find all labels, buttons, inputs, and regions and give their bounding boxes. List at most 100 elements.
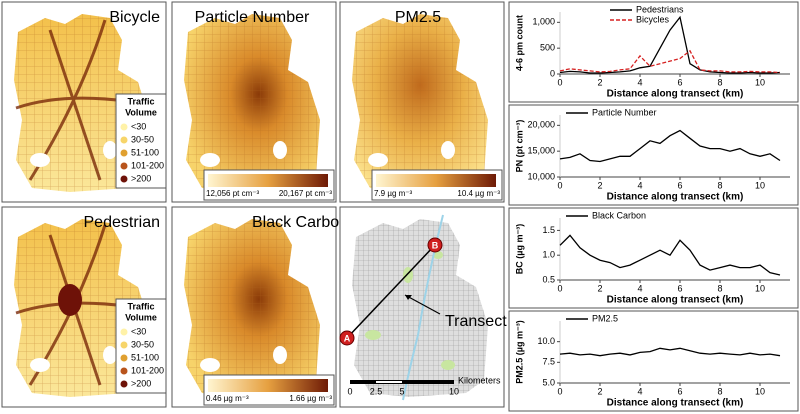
x-tick-label: 4 — [637, 386, 642, 396]
y-tick-label: 15,000 — [527, 146, 555, 156]
park — [441, 141, 455, 159]
y-tick-label: 1.0 — [542, 250, 555, 260]
x-axis-label: Distance along transect (km) — [607, 192, 744, 203]
park — [30, 358, 50, 372]
park — [368, 153, 388, 167]
legend-title: Volume — [125, 312, 157, 322]
legend-swatch — [120, 175, 128, 183]
y-axis-label: 4-6 pm count — [514, 15, 524, 71]
park — [103, 141, 117, 159]
y-axis-label: BC (µg m⁻³) — [514, 224, 524, 274]
y-tick-label: 1,000 — [532, 17, 555, 27]
map-title: Black Carbon — [252, 214, 348, 231]
x-tick-label: 10 — [755, 283, 765, 293]
x-axis-label: Distance along transect (km) — [607, 295, 744, 306]
y-tick-label: 1.5 — [542, 225, 555, 235]
y-tick-label: 7.5 — [542, 357, 555, 367]
x-tick-label: 10 — [755, 386, 765, 396]
scale-tick-label: 0 — [347, 386, 352, 396]
y-axis-label: PM2.5 (µg m⁻³) — [514, 320, 524, 383]
map-title: Particle Number — [195, 9, 310, 26]
scale-tick-label: 2.5 — [370, 386, 383, 396]
scale-tick-label: 5 — [399, 386, 404, 396]
x-tick-label: 2 — [597, 77, 602, 87]
park — [30, 153, 50, 167]
colorbar — [208, 174, 328, 187]
series-line — [559, 234, 781, 276]
y-tick-label: 5.0 — [542, 377, 555, 387]
park — [433, 251, 443, 259]
map-panels: BicycleTrafficVolume<3030-5051-100101-20… — [1, 1, 507, 408]
series-line — [559, 49, 781, 74]
x-tick-label: 8 — [717, 386, 722, 396]
park — [441, 360, 455, 370]
y-tick-label: 0 — [550, 68, 555, 78]
colorbar-max: 1.66 µg m⁻³ — [289, 394, 332, 403]
legend-label: Bicycles — [636, 14, 670, 24]
transect-line — [346, 244, 436, 339]
scale-bar-gap — [376, 381, 402, 383]
chart-panel: 10,000 15,000 20,000 0 2 4 6 8 10 Distance along … — [508, 104, 799, 206]
x-tick-label: 4 — [637, 283, 642, 293]
colorbar-min: 7.9 µg m⁻³ — [374, 189, 413, 198]
legend-swatch — [120, 380, 128, 388]
x-tick-label: 10 — [755, 77, 765, 87]
y-axis-label: PN (pt cm⁻³) — [514, 120, 524, 173]
transect-arrow — [404, 294, 441, 315]
x-tick-label: 4 — [637, 180, 642, 190]
series-line — [559, 129, 781, 163]
legend-swatch — [120, 341, 128, 349]
legend-label: Pedestrians — [636, 4, 684, 14]
legend-title: Traffic — [127, 301, 154, 311]
y-tick-label: 20,000 — [527, 120, 555, 130]
legend-swatch — [120, 162, 128, 170]
x-tick-label: 0 — [557, 77, 562, 87]
park — [200, 153, 220, 167]
x-tick-label: 0 — [557, 283, 562, 293]
colorbar-min: 12,056 pt cm⁻³ — [206, 189, 259, 198]
transect-label: Transect — [445, 313, 507, 330]
x-tick-label: 10 — [755, 180, 765, 190]
park — [200, 358, 220, 372]
legend-swatch — [120, 354, 128, 362]
x-tick-label: 6 — [677, 386, 682, 396]
x-tick-label: 4 — [637, 77, 642, 87]
x-tick-label: 8 — [717, 77, 722, 87]
colorbar — [376, 174, 496, 187]
park — [273, 141, 287, 159]
y-tick-label: 500 — [540, 43, 555, 53]
map-panel: A B Transect Kilometers 0 2.5 5 10 — [339, 206, 507, 408]
legend-label: Black Carbon — [592, 210, 646, 220]
colorbar-min: 0.46 µg m⁻³ — [206, 394, 249, 403]
series-line — [559, 15, 781, 74]
x-tick-label: 2 — [597, 180, 602, 190]
arrow-head — [405, 295, 412, 300]
map-title: PM2.5 — [395, 9, 441, 26]
panel-frame — [508, 310, 799, 412]
map — [184, 219, 320, 397]
x-tick-label: 2 — [597, 283, 602, 293]
legend-swatch — [120, 136, 128, 144]
x-tick-label: 6 — [677, 283, 682, 293]
park — [273, 346, 287, 364]
legend-item: 30-50 — [131, 134, 154, 144]
panel-frame — [508, 207, 799, 309]
transect-point-label: A — [344, 333, 351, 343]
legend-item: >200 — [131, 378, 151, 388]
legend-label: Particle Number — [592, 107, 657, 117]
transect-point-label: B — [432, 240, 439, 250]
transect-point — [427, 237, 443, 253]
map-title: Pedestrian — [84, 214, 161, 231]
x-tick-label: 0 — [557, 386, 562, 396]
chart-panel: 0.5 1.0 1.5 0 2 4 6 8 10 Distance along transect … — [508, 207, 799, 309]
y-tick-label: 0.5 — [542, 274, 555, 284]
legend-item: 101-200 — [131, 365, 164, 375]
legend-swatch — [120, 328, 128, 336]
chart-panel: 5.0 7.5 10.0 0 2 4 6 8 10 Distance along transect… — [508, 310, 799, 412]
legend-item: >200 — [131, 173, 151, 183]
map — [184, 14, 320, 192]
x-tick-label: 0 — [557, 180, 562, 190]
